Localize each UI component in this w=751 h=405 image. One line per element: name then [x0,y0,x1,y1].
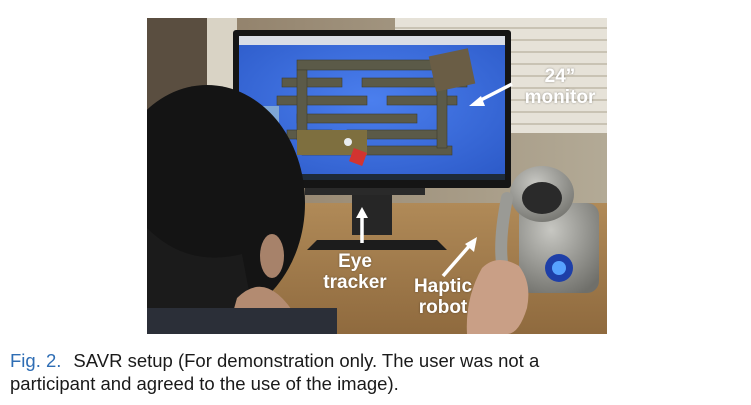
label-24-monitor: 24” monitor [505,66,607,108]
figure-label: Fig. 2. [10,350,62,371]
label-eye-tracker: Eye tracker [305,251,405,293]
caption-text-1: SAVR setup (For demonstration only. The … [73,350,540,371]
person-head [147,85,337,334]
caption-line-2: participant and agreed to the use of the… [10,373,399,394]
maze-cube [349,148,367,166]
maze-ball [344,138,352,146]
caption-line-1: Fig. 2. SAVR setup (For demonstration onl… [10,349,745,372]
label-monitor-text: monitor [524,87,596,108]
label-haptic-text: Haptic [413,276,473,297]
label-tracker-text: tracker [323,272,387,293]
label-haptic-robot: Haptic robot [393,276,493,318]
figure-photo: 24” monitor Eye tracker Haptic robot [147,18,607,334]
hand [466,259,529,334]
haptic-robot [495,166,599,293]
eye-tracker-bar [305,188,425,195]
label-24-text: 24” [544,66,576,87]
photo-illustration [147,18,607,334]
annotation-arrows [356,82,513,278]
figure-caption: Fig. 2. SAVR setup (For demonstration onl… [10,349,745,395]
label-robot-text: robot [418,297,468,318]
label-eye-text: Eye [338,251,372,272]
